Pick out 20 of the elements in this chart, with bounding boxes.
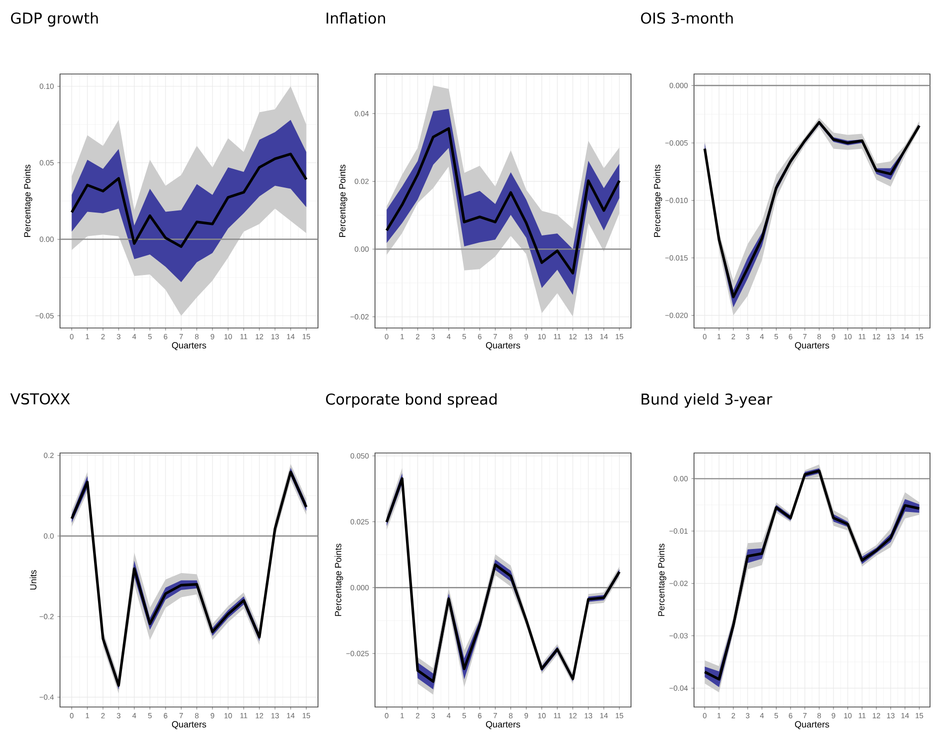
- line-series: [70, 152, 308, 248]
- chart-title: GDP growth: [11, 12, 98, 27]
- y-axis-title: Units: [30, 570, 36, 590]
- x-axis-title: Quarters: [794, 342, 830, 350]
- chart-title: VSTOXX: [10, 393, 70, 405]
- y-axis-title: Percentage Points: [654, 164, 662, 237]
- chart-title: Inflation: [326, 12, 386, 24]
- x-axis-title: Quarters: [172, 721, 206, 730]
- line-series: [385, 127, 621, 274]
- x-axis-title: Quarters: [172, 342, 206, 350]
- y-axis-title: Percentage Points: [24, 164, 32, 237]
- y-axis-title: Percentage Points: [658, 544, 666, 616]
- x-axis-title: Quarters: [794, 721, 830, 730]
- x-axis-title: Quarters: [486, 342, 520, 350]
- chart-title: Corporate bond spread: [326, 393, 497, 408]
- y-axis-title: Percentage Points: [334, 544, 344, 616]
- y-axis-title: Percentage Points: [338, 164, 348, 237]
- chart-title: OIS 3-month: [641, 12, 733, 24]
- chart-title: Bund yield 3-year: [642, 393, 772, 408]
- x-axis-title: Quarters: [486, 721, 520, 730]
